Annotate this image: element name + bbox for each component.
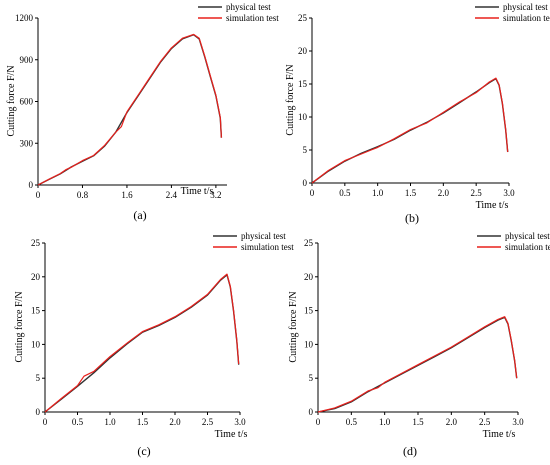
y-axis-label: Cutting force F/N bbox=[288, 291, 299, 362]
chart-panel-4: 0 0.5 1.0 1.5 2.0 2.5 3.0 0 5 10 15 20 25 Time t/s Cut… bbox=[288, 231, 550, 458]
x-axis-label: Time t/s bbox=[483, 429, 516, 440]
x-tick-label: 0.5 bbox=[346, 417, 358, 427]
series-line-physical-test bbox=[37, 34, 223, 186]
x-tick-label: 1.5 bbox=[405, 188, 417, 198]
series-line-simulation-test bbox=[311, 77, 509, 184]
legend-label: simulation test bbox=[241, 242, 294, 252]
y-tick-label: 20 bbox=[31, 272, 41, 282]
x-tick-label: 3.2 bbox=[210, 190, 221, 200]
x-tick-label: 2.5 bbox=[479, 417, 491, 427]
legend-label: physical test bbox=[503, 2, 548, 12]
x-tick-label: 0 bbox=[310, 188, 315, 198]
chart-panel-2: 0 0.5 1.0 1.5 2.0 2.5 3.0 0 5 10 15 20 25 Time t/s Cut… bbox=[285, 2, 550, 225]
y-tick-label: 15 bbox=[304, 306, 314, 316]
x-tick-label: 3.0 bbox=[234, 417, 246, 427]
x-axis-label: Time t/s bbox=[181, 186, 214, 197]
y-tick-label: 0 bbox=[29, 180, 34, 190]
series-line-physical-test bbox=[311, 77, 509, 184]
y-tick-label: 600 bbox=[20, 97, 34, 107]
legend-label: simulation test bbox=[503, 13, 550, 23]
y-tick-label: 15 bbox=[31, 306, 41, 316]
y-axis-label: Cutting force F/N bbox=[285, 64, 296, 135]
y-tick-label: 5 bbox=[309, 373, 314, 383]
y-axis-label: Cutting force F/N bbox=[14, 291, 25, 362]
x-tick-label: 2.0 bbox=[438, 188, 450, 198]
x-tick-label: 0.5 bbox=[339, 188, 351, 198]
y-tick-label: 0 bbox=[36, 407, 41, 417]
x-tick-label: 1.6 bbox=[121, 190, 133, 200]
y-tick-label: 5 bbox=[36, 373, 41, 383]
x-axis-label: Time t/s bbox=[476, 200, 509, 211]
chart-panel-3: 0 0.5 1.0 1.5 2.0 2.5 3.0 0 5 10 15 20 25 Time t/s Cut… bbox=[14, 231, 294, 458]
legend-label: physical test bbox=[241, 231, 286, 241]
x-tick-label: 0.8 bbox=[77, 190, 89, 200]
y-tick-label: 1200 bbox=[15, 13, 34, 23]
y-tick-label: 25 bbox=[298, 13, 308, 23]
y-tick-label: 10 bbox=[31, 339, 41, 349]
y-tick-label: 20 bbox=[304, 272, 314, 282]
y-tick-label: 25 bbox=[304, 238, 314, 248]
legend-label: simulation test bbox=[226, 13, 279, 23]
x-tick-label: 1.5 bbox=[412, 417, 424, 427]
chart-panel-1: 0 0.8 1.6 2.4 3.2 0 300 600 900 1200 Time t/s Cutti… bbox=[6, 2, 279, 222]
legend-label: physical test bbox=[226, 2, 271, 12]
y-tick-label: 300 bbox=[20, 138, 34, 148]
y-tick-label: 10 bbox=[298, 112, 308, 122]
y-tick-label: 5 bbox=[303, 145, 308, 155]
x-tick-label: 2.0 bbox=[446, 417, 458, 427]
x-tick-label: 1.0 bbox=[379, 417, 391, 427]
panel-label: (d) bbox=[403, 444, 417, 458]
legend-label: physical test bbox=[505, 231, 550, 241]
x-tick-label: 0 bbox=[316, 417, 321, 427]
panel-label: (a) bbox=[133, 208, 146, 222]
x-tick-label: 0.5 bbox=[72, 417, 84, 427]
x-tick-label: 2.0 bbox=[169, 417, 181, 427]
y-tick-label: 10 bbox=[304, 339, 314, 349]
x-tick-label: 3.0 bbox=[503, 188, 515, 198]
series-line-simulation-test bbox=[317, 316, 518, 413]
x-tick-label: 1.0 bbox=[372, 188, 384, 198]
y-tick-label: 900 bbox=[20, 55, 34, 65]
x-tick-label: 2.5 bbox=[471, 188, 483, 198]
series-line-physical-test bbox=[44, 274, 240, 413]
x-tick-label: 1.5 bbox=[137, 417, 149, 427]
x-axis-label: Time t/s bbox=[215, 429, 248, 440]
y-tick-label: 0 bbox=[309, 407, 314, 417]
panel-label: (b) bbox=[405, 211, 419, 225]
x-tick-label: 3.0 bbox=[512, 417, 524, 427]
x-tick-label: 0 bbox=[43, 417, 48, 427]
series-line-simulation-test bbox=[44, 273, 240, 413]
x-tick-label: 2.4 bbox=[166, 190, 178, 200]
x-tick-label: 1.0 bbox=[104, 417, 116, 427]
legend-label: simulation test bbox=[505, 242, 550, 252]
y-tick-label: 0 bbox=[303, 178, 308, 188]
series-line-simulation-test bbox=[37, 33, 222, 186]
x-tick-label: 2.5 bbox=[202, 417, 214, 427]
x-tick-label: 0 bbox=[36, 190, 41, 200]
y-axis-label: Cutting force F/N bbox=[6, 65, 17, 136]
y-tick-label: 25 bbox=[31, 238, 41, 248]
panel-label: (c) bbox=[137, 444, 150, 458]
y-tick-label: 20 bbox=[298, 46, 308, 56]
y-tick-label: 15 bbox=[298, 79, 308, 89]
